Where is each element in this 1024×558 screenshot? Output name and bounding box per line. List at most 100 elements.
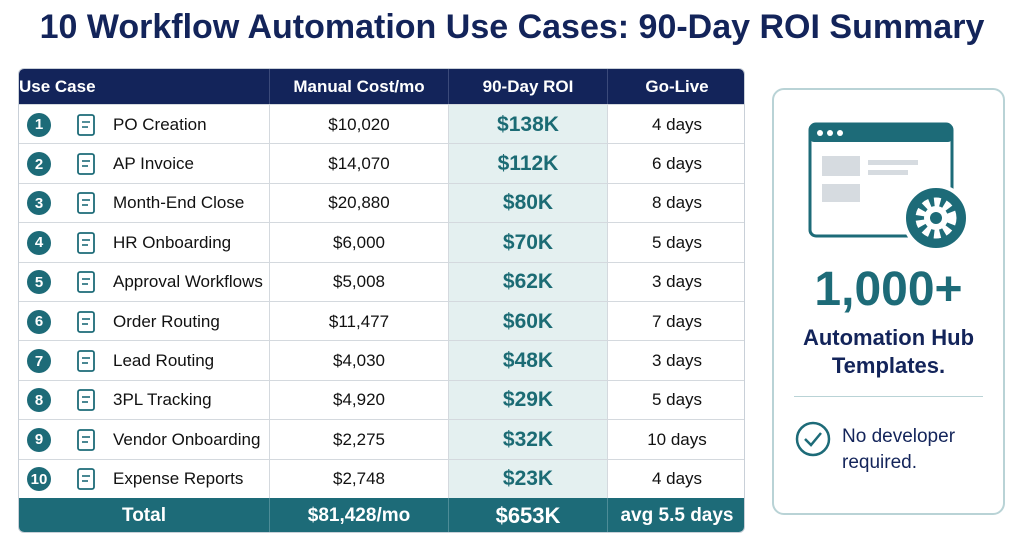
go-live: 5 days xyxy=(607,380,744,421)
table-row: 9 Vendor Onboarding $2,275 $32K 10 days xyxy=(19,419,744,460)
manual-cost: $20,880 xyxy=(269,183,448,224)
table-row: 4 HR Onboarding $6,000 $70K 5 days xyxy=(19,222,744,263)
manual-cost: $4,920 xyxy=(269,380,448,421)
row-number: 2 xyxy=(27,152,51,177)
total-cell: Total xyxy=(122,505,166,526)
use-case: Vendor Onboarding xyxy=(113,429,261,449)
use-case-cell: 3 Month-End Close xyxy=(19,184,269,223)
check-icon xyxy=(795,421,831,457)
use-case-cell: 7 Lead Routing xyxy=(19,341,269,380)
use-case: Lead Routing xyxy=(113,351,215,371)
go-live: 4 days xyxy=(607,105,744,145)
roi: $48K xyxy=(448,341,607,381)
row-icon xyxy=(77,428,95,451)
row-icon xyxy=(77,271,95,294)
table-row: 7 Lead Routing $4,030 $48K 3 days xyxy=(19,340,744,381)
roi: $62K xyxy=(448,262,607,302)
manual-cost: $4,030 xyxy=(269,341,448,381)
roi: $70K xyxy=(448,223,607,263)
template-icon xyxy=(808,122,968,252)
use-case-cell: 5 Approval Workflows xyxy=(19,263,269,302)
manual-cost: $11,477 xyxy=(269,302,448,342)
use-case: Approval Workflows xyxy=(113,272,263,292)
row-number: 5 xyxy=(27,270,51,295)
row-number: 7 xyxy=(27,349,51,374)
use-case-cell: 8 3PL Tracking xyxy=(19,381,269,420)
table-row: 5 Approval Workflows $5,008 $62K 3 days xyxy=(19,261,744,302)
go-live: 10 days xyxy=(607,420,744,460)
manual-cost: $2,275 xyxy=(269,420,448,460)
use-case: Order Routing xyxy=(113,311,220,331)
row-icon xyxy=(77,468,95,491)
go-live: 3 days xyxy=(607,262,744,302)
header-cell: Use Case xyxy=(19,76,96,96)
note: No developer required. xyxy=(842,426,956,473)
roi-table: Use Case Manual Cost/mo 90-Day ROI Go-Live 1… xyxy=(18,68,745,533)
manual-cost: $6,000 xyxy=(269,223,448,263)
side-panel: 1,000+ Automation Hub Templates. No deve… xyxy=(772,88,1005,515)
use-case: Month-End Close xyxy=(113,193,245,213)
header-cell: Go-Live xyxy=(607,69,744,104)
row-number: 4 xyxy=(27,230,51,255)
total-cell: avg 5.5 days xyxy=(607,498,744,532)
header-cell: Manual Cost/mo xyxy=(269,69,448,104)
row-icon xyxy=(77,350,95,372)
total-row: Total $81,428/mo $653K avg 5.5 days xyxy=(19,498,744,532)
go-live: 4 days xyxy=(607,459,744,499)
row-icon xyxy=(77,389,95,412)
use-case-cell: 4 HR Onboarding xyxy=(19,223,269,262)
template-caption: Automation Hub Templates. xyxy=(802,325,975,378)
use-case-cell: 6 Order Routing xyxy=(19,302,269,341)
use-case: AP Invoice xyxy=(113,154,194,174)
header-row: Use Case Manual Cost/mo 90-Day ROI Go-Live xyxy=(19,69,744,104)
header-cell: 90-Day ROI xyxy=(448,69,607,104)
manual-cost: $14,070 xyxy=(269,144,448,184)
roi: $32K xyxy=(448,420,607,460)
table-row: 6 Order Routing $11,477 $60K 7 days xyxy=(19,301,744,342)
row-icon xyxy=(77,192,95,215)
total-cell: $653K xyxy=(448,498,607,532)
go-live: 3 days xyxy=(607,341,744,381)
manual-cost: $2,748 xyxy=(269,459,448,499)
row-number: 10 xyxy=(27,467,51,492)
roi: $112K xyxy=(448,144,607,184)
roi: $80K xyxy=(448,183,607,224)
table-row: 3 Month-End Close $20,880 $80K 8 days xyxy=(19,182,744,224)
manual-cost: $10,020 xyxy=(269,105,448,145)
use-case-cell: 9 Vendor Onboarding xyxy=(19,420,269,459)
row-icon xyxy=(77,310,95,333)
divider xyxy=(794,396,983,397)
use-case: PO Creation xyxy=(113,114,207,134)
roi: $23K xyxy=(448,459,607,499)
use-case-cell: 10 Expense Reports xyxy=(19,460,269,499)
template-count: 1,000+ xyxy=(814,263,963,316)
table-row: 8 3PL Tracking $4,920 $29K 5 days xyxy=(19,379,744,421)
go-live: 5 days xyxy=(607,223,744,263)
table-row: 1 PO Creation $10,020 $138K 4 days xyxy=(19,104,744,145)
roi: $138K xyxy=(448,105,607,145)
use-case: Expense Reports xyxy=(113,469,244,489)
manual-cost: $5,008 xyxy=(269,262,448,302)
table-row: 10 Expense Reports $2,748 $23K 4 days xyxy=(19,458,744,499)
title: 10 Workflow Automation Use Cases: 90-Day… xyxy=(39,8,985,46)
row-number: 8 xyxy=(27,388,51,413)
row-number: 3 xyxy=(27,191,51,216)
go-live: 6 days xyxy=(607,144,744,184)
row-number: 6 xyxy=(27,309,51,334)
row-icon xyxy=(77,113,95,136)
row-number: 9 xyxy=(27,427,51,452)
go-live: 7 days xyxy=(607,302,744,342)
roi: $29K xyxy=(448,380,607,421)
roi: $60K xyxy=(448,302,607,342)
row-icon xyxy=(77,231,95,254)
table-row: 2 AP Invoice $14,070 $112K 6 days xyxy=(19,143,744,184)
use-case-cell: 2 AP Invoice xyxy=(19,144,269,183)
use-case-cell: 1 PO Creation xyxy=(19,105,269,144)
total-cell: $81,428/mo xyxy=(269,498,448,532)
row-number: 1 xyxy=(27,112,51,137)
go-live: 8 days xyxy=(607,183,744,224)
use-case: HR Onboarding xyxy=(113,232,232,252)
use-case: 3PL Tracking xyxy=(113,390,212,410)
row-icon xyxy=(77,153,95,175)
